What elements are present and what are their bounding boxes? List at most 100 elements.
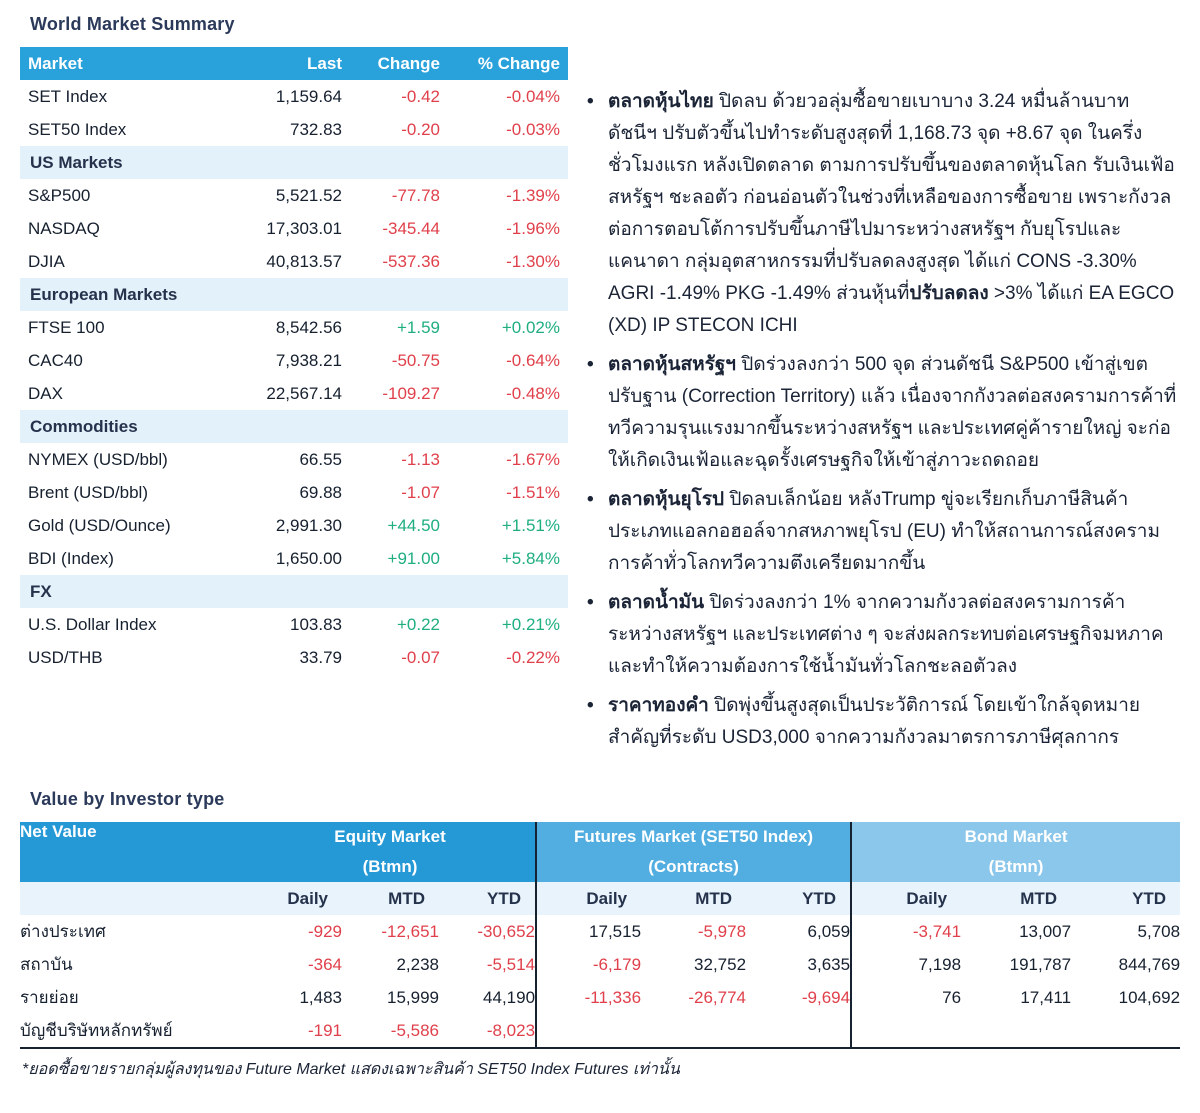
section-row-commodities: Commodities xyxy=(20,410,568,443)
table-row: Brent (USD/bbl) 69.88 -1.07 -1.51% xyxy=(20,476,568,509)
futures-mtd-value: -5,978 xyxy=(697,921,747,941)
net-value-header: Net Value xyxy=(20,822,245,882)
table-row: USD/THB 33.79 -0.07 -0.22% xyxy=(20,641,568,674)
bond-mtd-value xyxy=(961,1014,1071,1048)
last-value: 1,159.64 xyxy=(275,86,342,106)
market-name: CAC40 xyxy=(28,350,83,370)
bullet-text: ปิดพุ่งขึ้นสูงสุดเป็นประวัติการณ์ โดยเข้… xyxy=(608,695,1141,748)
table-header-row: Market Last Change % Change xyxy=(20,47,568,80)
column-header-daily: Daily xyxy=(245,882,342,915)
equity-ytd-value: 44,190 xyxy=(439,981,538,1014)
bullet-text: ปิดลบเล็กน้อย หลังTrump ขู่จะเรียกเก็บภา… xyxy=(608,489,1160,574)
bullet-icon: • xyxy=(587,91,594,112)
market-commentary-list: • ตลาดหุ้นไทย ปิดลบ ด้วยวอลุ่มซื้อขายเบาบ… xyxy=(585,86,1180,754)
market-name: U.S. Dollar Index xyxy=(28,614,157,634)
change-value: -1.13 xyxy=(401,449,440,469)
last-value: 7,938.21 xyxy=(275,350,342,370)
bond-mtd-value: 13,007 xyxy=(1019,921,1072,941)
change-value: -77.78 xyxy=(391,185,440,205)
investor-type-label: ต่างประเทศ xyxy=(20,922,106,941)
column-header-mtd: MTD xyxy=(641,882,747,915)
table-footnote: *ยอดซื้อขายรายกลุ่มผู้ลงทุนของ Future Ma… xyxy=(22,1061,680,1078)
last-value: 69.88 xyxy=(299,482,342,502)
pct-change-value: -1.67% xyxy=(506,449,560,469)
bond-ytd-value: 844,769 xyxy=(1118,954,1181,974)
investor-title: Value by Investor type xyxy=(30,789,225,809)
pct-change-value: -0.48% xyxy=(506,383,560,403)
pct-change-value: -1.96% xyxy=(506,218,560,238)
column-header-daily: Daily xyxy=(536,882,642,915)
change-value: +91.00 xyxy=(387,548,440,568)
pct-change-value: -1.30% xyxy=(506,251,560,271)
table-row: BDI (Index) 1,650.00 +91.00 +5.84% xyxy=(20,542,568,575)
investor-type-label: รายย่อย xyxy=(20,988,79,1007)
column-header-last: Last xyxy=(238,47,350,80)
group-header-row: Net Value Equity Market (Btmn) Futures M… xyxy=(20,822,1181,882)
futures-ytd-value: 6,059 xyxy=(746,915,853,948)
pct-change-value: -1.39% xyxy=(506,185,560,205)
pct-change-value: -0.22% xyxy=(506,647,560,667)
table-row: บัญชีบริษัทหลักทรัพย์ -191 -5,586 -8,023 xyxy=(20,1014,1180,1048)
last-value: 40,813.57 xyxy=(266,251,342,271)
bullet-bold-text: ปรับลดลง xyxy=(909,283,989,304)
market-name: DAX xyxy=(28,383,63,403)
market-name: NYMEX (USD/bbl) xyxy=(28,449,168,469)
bullet-text: ปิดลบ ด้วยวอลุ่มซื้อขายเบาบาง 3.24 หมื่น… xyxy=(608,91,1175,304)
futures-ytd-value: -9,694 xyxy=(746,981,853,1014)
equity-ytd-value: -8,023 xyxy=(439,1014,538,1048)
section-label: FX xyxy=(20,575,568,608)
change-value: -50.75 xyxy=(391,350,440,370)
column-header-pct-change: % Change xyxy=(448,47,568,80)
change-value: +0.22 xyxy=(396,614,440,634)
last-value: 1,650.00 xyxy=(275,548,342,568)
table-row: DJIA 40,813.57 -537.36 -1.30% xyxy=(20,245,568,278)
futures-daily-value xyxy=(536,1014,641,1048)
futures-market-group-header: Futures Market (SET50 Index) (Contracts) xyxy=(536,822,853,882)
change-value: -0.20 xyxy=(401,119,440,139)
bond-daily-value xyxy=(851,1014,961,1048)
list-item: • ราคาทองคำ ปิดพุ่งขึ้นสูงสุดเป็นประวัติก… xyxy=(585,690,1180,754)
table-row: S&P500 5,521.52 -77.78 -1.39% xyxy=(20,179,568,212)
section-row-us-markets: US Markets xyxy=(20,146,568,179)
bullet-icon: • xyxy=(587,592,594,613)
last-value: 33.79 xyxy=(299,647,342,667)
futures-daily-value: -6,179 xyxy=(592,954,642,974)
bullet-text: ปิดร่วงลงกว่า 1% จากความกังวลต่อสงครามกา… xyxy=(608,592,1164,677)
bullet-lead: ตลาดน้ำมัน xyxy=(608,592,705,613)
bullet-icon: • xyxy=(587,489,594,510)
last-value: 8,542.56 xyxy=(275,317,342,337)
table-row: U.S. Dollar Index 103.83 +0.22 +0.21% xyxy=(20,608,568,641)
empty-cell xyxy=(20,882,245,915)
section-row-fx: FX xyxy=(20,575,568,608)
equity-daily-value: -929 xyxy=(307,921,342,941)
column-header-daily: Daily xyxy=(851,882,962,915)
section-label: European Markets xyxy=(20,278,568,311)
market-name: BDI (Index) xyxy=(28,548,114,568)
pct-change-value: +1.51% xyxy=(501,515,560,535)
change-value: -1.07 xyxy=(401,482,440,502)
futures-ytd-value xyxy=(746,1014,853,1048)
commentary-column: • ตลาดหุ้นไทย ปิดลบ ด้วยวอลุ่มซื้อขายเบาบ… xyxy=(568,14,1180,761)
market-name: DJIA xyxy=(28,251,65,271)
list-item: • ตลาดหุ้นสหรัฐฯ ปิดร่วงลงกว่า 500 จุด ส่… xyxy=(585,349,1180,477)
bond-market-group-header: Bond Market (Btmn) xyxy=(851,822,1181,882)
group-subtitle: (Contracts) xyxy=(648,857,739,876)
column-header-change: Change xyxy=(350,47,448,80)
bond-ytd-value: 5,708 xyxy=(1137,921,1181,941)
change-value: -537.36 xyxy=(382,251,440,271)
equity-daily-value: -191 xyxy=(307,1020,342,1040)
bullet-icon: • xyxy=(587,354,594,375)
table-row: SET Index 1,159.64 -0.42 -0.04% xyxy=(20,80,568,113)
top-section: World Market Summary Market Last Change … xyxy=(20,14,1180,761)
group-title: Futures Market (SET50 Index) xyxy=(574,827,814,846)
change-value: +1.59 xyxy=(396,317,440,337)
equity-mtd-value: 15,999 xyxy=(387,987,439,1007)
period-header-row: Daily MTD YTD Daily MTD YTD Daily MTD YT… xyxy=(20,882,1181,915)
equity-mtd-value: -12,651 xyxy=(381,921,439,941)
last-value: 2,991.30 xyxy=(275,515,342,535)
market-name: USD/THB xyxy=(28,647,103,667)
change-value: -109.27 xyxy=(382,383,440,403)
table-row: NASDAQ 17,303.01 -345.44 -1.96% xyxy=(20,212,568,245)
pct-change-value: -0.64% xyxy=(506,350,560,370)
bullet-icon: • xyxy=(587,695,594,716)
